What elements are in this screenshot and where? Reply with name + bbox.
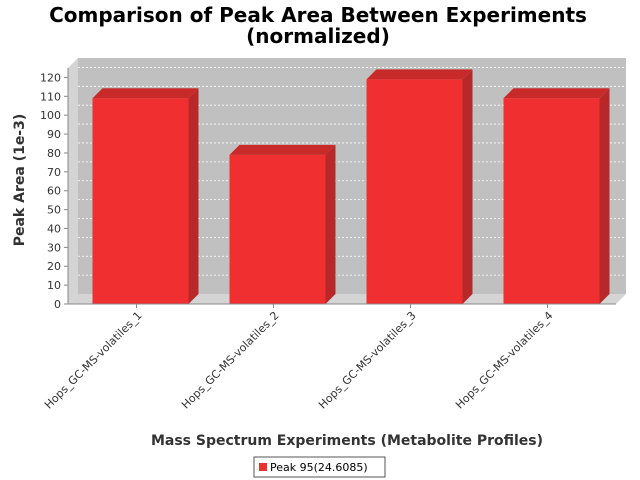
bars xyxy=(92,69,610,304)
y-tick-label: 50 xyxy=(47,204,61,217)
y-tick-label: 60 xyxy=(47,185,61,198)
bar-side xyxy=(462,69,473,304)
legend-entry-label: Peak 95(24.6085) xyxy=(270,461,368,474)
y-tick-label: 40 xyxy=(47,222,61,235)
chart-subtitle: (normalized) xyxy=(246,24,390,48)
x-tick-label: Hops_GC-MS-volatiles_2 xyxy=(179,309,282,412)
x-tick-label: Hops_GC-MS-volatiles_4 xyxy=(453,309,556,412)
bar-front xyxy=(229,154,326,304)
y-tick-label: 10 xyxy=(47,279,61,292)
bar-side xyxy=(599,88,610,304)
y-axis-label: Peak Area (1e-3) xyxy=(12,114,28,247)
bar-front xyxy=(92,98,189,304)
bar xyxy=(366,69,473,304)
y-tick-label: 0 xyxy=(54,298,61,311)
x-axis-label: Mass Spectrum Experiments (Metabolite Pr… xyxy=(151,433,543,449)
legend-box xyxy=(253,456,386,478)
y-tick-label: 110 xyxy=(40,90,61,103)
y-axis: 0 10 20 30 40 50 60 70 80 90 100 110 120 xyxy=(40,68,69,311)
legend: Peak 95(24.6085) xyxy=(253,456,386,478)
bar-top xyxy=(229,144,336,155)
x-axis: Hops_GC-MS-volatiles_1 Hops_GC-MS-volatil… xyxy=(42,303,616,412)
y-tick-label: 90 xyxy=(47,128,61,141)
plot-left-wall xyxy=(68,58,78,304)
chart-title: Comparison of Peak Area Between Experime… xyxy=(49,3,587,27)
y-tick-label: 100 xyxy=(40,109,61,122)
bar-side xyxy=(188,88,199,304)
legend-swatch xyxy=(259,463,267,471)
bar-top xyxy=(366,69,473,80)
bar-top xyxy=(92,88,199,99)
bar-front xyxy=(503,98,600,304)
plot-floor xyxy=(68,294,626,304)
y-tick-label: 120 xyxy=(40,71,61,84)
y-tick-label: 20 xyxy=(47,260,61,273)
bar-top xyxy=(503,88,610,99)
bar xyxy=(503,88,610,304)
bar xyxy=(229,144,336,304)
x-tick-label: Hops_GC-MS-volatiles_3 xyxy=(316,309,419,412)
x-tick-label: Hops_GC-MS-volatiles_1 xyxy=(42,309,145,412)
bar-front xyxy=(366,79,463,304)
y-tick-label: 70 xyxy=(47,166,61,179)
bar-side xyxy=(325,144,336,304)
bar xyxy=(92,88,199,304)
y-tick-label: 30 xyxy=(47,241,61,254)
y-tick-label: 80 xyxy=(47,147,61,160)
